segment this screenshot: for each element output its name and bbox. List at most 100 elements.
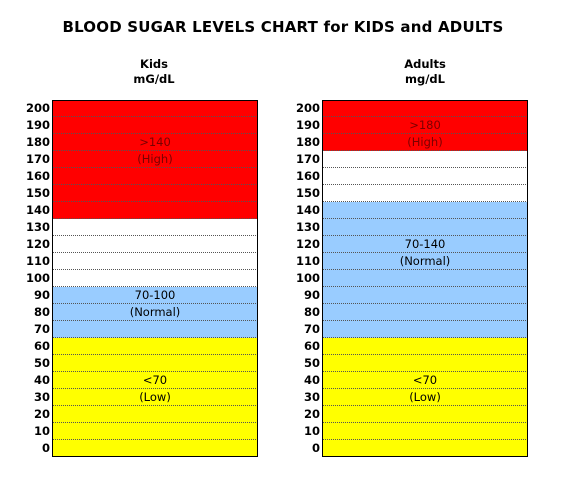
adults-tick-label: 100: [295, 271, 320, 285]
kids-tick-label: 80: [33, 305, 50, 319]
adults-level-cell: [322, 151, 528, 168]
kids-tick-label: 150: [25, 186, 50, 200]
adults-level-cell: [322, 270, 528, 287]
adults-level-cell: [322, 185, 528, 202]
adults-tick-label: 50: [303, 356, 320, 370]
kids-tick-label: 120: [25, 237, 50, 251]
adults-normal-zone-label: 70-140 (Normal): [322, 236, 528, 270]
adults-tick-label: 140: [295, 203, 320, 217]
adults-tick-label: 60: [303, 339, 320, 353]
chart-title: BLOOD SUGAR LEVELS CHART for KIDS and AD…: [62, 18, 504, 36]
kids-level-cell: [52, 270, 258, 287]
kids-title: Kids: [140, 57, 168, 71]
kids-level-cell: [52, 372, 258, 389]
kids-tick-label: 200: [25, 101, 50, 115]
kids-tick-label: 110: [25, 254, 50, 268]
kids-level-cell: [52, 389, 258, 406]
adults-header: Adults mg/dL: [370, 57, 480, 87]
adults-tick-label: 130: [295, 220, 320, 234]
adults-level-cell: [322, 219, 528, 236]
kids-zone-label-line: (Normal): [129, 305, 181, 319]
adults-level-cell: [322, 338, 528, 355]
kids-unit: mG/dL: [133, 72, 175, 86]
kids-tick-label: 10: [33, 424, 50, 438]
kids-tick-label: 50: [33, 356, 50, 370]
kids-level-cell: [52, 253, 258, 270]
adults-zone-label-line: (High): [407, 135, 443, 149]
kids-level-cell: [52, 134, 258, 151]
kids-level-cell: [52, 287, 258, 304]
adults-level-cell: [322, 423, 528, 440]
adults-zone-label-line: (Normal): [399, 254, 451, 268]
kids-tick-label: 170: [25, 152, 50, 166]
adults-level-cell: [322, 355, 528, 372]
kids-zone-label-line: (High): [137, 152, 173, 166]
adults-level-cell: [322, 440, 528, 457]
adults-tick-label: 10: [303, 424, 320, 438]
kids-tick-label: 140: [25, 203, 50, 217]
kids-tick-label: 20: [33, 407, 50, 421]
adults-level-cell: [322, 287, 528, 304]
kids-level-cell: [52, 168, 258, 185]
adults-level-cell: [322, 253, 528, 270]
kids-level-cell: [52, 202, 258, 219]
adults-tick-label: 150: [295, 186, 320, 200]
kids-zone-label-line: >140: [139, 135, 171, 149]
adults-level-cell: [322, 389, 528, 406]
adults-low-zone-label: <70 (Low): [322, 372, 528, 406]
kids-tick-label: 90: [33, 288, 50, 302]
kids-level-cell: [52, 151, 258, 168]
kids-tick-label: 130: [25, 220, 50, 234]
adults-level-cell: [322, 202, 528, 219]
adults-tick-label: 40: [303, 373, 320, 387]
adults-zone-label-line: (Low): [409, 390, 441, 404]
kids-normal-zone-label: 70-100 (Normal): [52, 287, 258, 321]
adults-level-cell: [322, 372, 528, 389]
kids-header: Kids mG/dL: [99, 57, 209, 87]
adults-tick-label: 0: [311, 441, 320, 455]
adults-level-cell: [322, 100, 528, 117]
adults-zone-label-line: 70-140: [404, 237, 446, 251]
kids-tick-label: 0: [41, 441, 50, 455]
adults-tick-label: 120: [295, 237, 320, 251]
adults-high-zone-label: >180 (High): [322, 117, 528, 151]
kids-tick-label: 60: [33, 339, 50, 353]
kids-zone-label-line: <70: [142, 373, 168, 387]
adults-tick-label: 80: [303, 305, 320, 319]
kids-level-cell: [52, 185, 258, 202]
adults-tick-label: 160: [295, 169, 320, 183]
adults-tick-label: 170: [295, 152, 320, 166]
adults-tick-label: 30: [303, 390, 320, 404]
adults-level-cell: [322, 117, 528, 134]
adults-level-cell: [322, 134, 528, 151]
kids-tick-label: 70: [33, 322, 50, 336]
kids-tick-label: 160: [25, 169, 50, 183]
kids-level-cell: [52, 236, 258, 253]
adults-level-cell: [322, 236, 528, 253]
kids-zone-label-line: 70-100: [134, 288, 176, 302]
adults-tick-label: 90: [303, 288, 320, 302]
kids-tick-label: 180: [25, 135, 50, 149]
adults-zone-label-line: >180: [409, 118, 441, 132]
kids-level-cell: [52, 338, 258, 355]
adults-level-cell: [322, 168, 528, 185]
kids-level-cell: [52, 219, 258, 236]
kids-tick-label: 190: [25, 118, 50, 132]
adults-tick-label: 180: [295, 135, 320, 149]
kids-level-cell: [52, 423, 258, 440]
adults-level-cell: [322, 406, 528, 423]
kids-level-cell: [52, 440, 258, 457]
kids-level-cell: [52, 100, 258, 117]
adults-unit: mg/dL: [405, 72, 445, 86]
kids-low-zone-label: <70 (Low): [52, 372, 258, 406]
kids-tick-label: 40: [33, 373, 50, 387]
adults-tick-label: 70: [303, 322, 320, 336]
adults-title: Adults: [404, 57, 446, 71]
adults-tick-label: 20: [303, 407, 320, 421]
kids-level-cell: [52, 406, 258, 423]
adults-tick-label: 110: [295, 254, 320, 268]
adults-level-cell: [322, 321, 528, 338]
kids-level-cell: [52, 355, 258, 372]
kids-high-zone-label: >140 (High): [52, 134, 258, 168]
adults-level-cell: [322, 304, 528, 321]
